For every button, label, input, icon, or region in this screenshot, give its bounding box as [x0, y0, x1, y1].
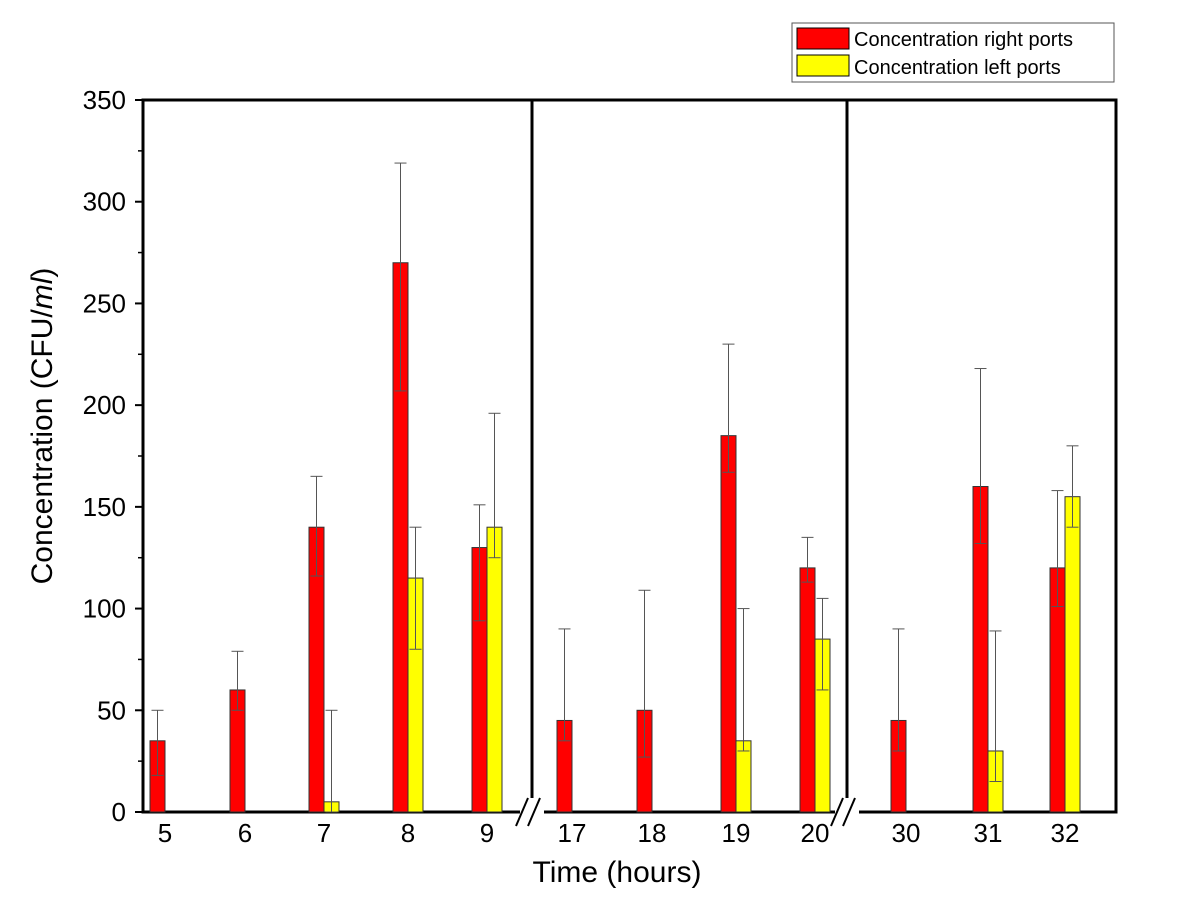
- error-bar-right-ports-7: [310, 475, 323, 577]
- axis-break-mark-1: [515, 797, 544, 827]
- error-bar-right-ports-19: [722, 343, 735, 473]
- y-tick-label-150: 150: [83, 492, 126, 522]
- error-bar-right-ports-9: [473, 504, 486, 622]
- bar-right-ports-20: [799, 567, 816, 813]
- error-bars: [151, 162, 1079, 813]
- error-bar-left-ports-7: [325, 709, 338, 813]
- error-bar-right-ports-17: [558, 628, 571, 742]
- error-bar-right-ports-6: [231, 650, 244, 711]
- y-tick-label-200: 200: [83, 390, 126, 420]
- y-axis: 0 50 100 150 200 250 300 350: [83, 85, 143, 827]
- bars: [149, 262, 1081, 813]
- x-axis-title: Time (hours): [533, 856, 702, 889]
- y-tick-label-100: 100: [83, 594, 126, 624]
- error-bar-right-ports-5: [151, 709, 164, 776]
- y-tick-label-300: 300: [83, 187, 126, 217]
- error-bar-right-ports-18: [638, 589, 651, 758]
- y-axis-title-main: Concentration (CFU/: [26, 309, 59, 585]
- legend-label-right-ports: Concentration right ports: [854, 29, 1073, 51]
- x-tick-label-6: 6: [238, 818, 252, 848]
- error-bar-right-ports-32: [1051, 490, 1064, 608]
- y-axis-title-unit: ml: [26, 276, 59, 309]
- x-tick-label-5: 5: [158, 818, 172, 848]
- x-tick-label-31: 31: [974, 818, 1003, 848]
- y-axis-title-close: ): [26, 268, 59, 278]
- plot-panels: [141, 98, 1118, 814]
- x-tick-label-9: 9: [480, 818, 494, 848]
- error-bar-right-ports-20: [801, 536, 814, 583]
- bar-left-ports-32: [1064, 496, 1081, 813]
- error-bar-left-ports-9: [488, 412, 501, 559]
- axis-break-mark-2: [830, 797, 859, 827]
- error-bar-left-ports-32: [1066, 445, 1079, 528]
- legend-swatch-left-ports: [796, 54, 850, 77]
- legend-label-left-ports: Concentration left ports: [854, 57, 1061, 79]
- legend: Concentration right ports Concentration …: [791, 22, 1115, 83]
- legend-swatch-right-ports: [796, 27, 850, 50]
- y-tick-label-350: 350: [83, 85, 126, 115]
- x-axis: 5 6 7 8 9 17 18 19 20 30 31 32: [158, 797, 1080, 848]
- error-bar-left-ports-8: [409, 526, 422, 650]
- x-tick-label-18: 18: [638, 818, 667, 848]
- x-tick-label-8: 8: [401, 818, 415, 848]
- error-bar-left-ports-19: [737, 608, 750, 752]
- error-bar-right-ports-30: [892, 628, 905, 752]
- x-tick-label-7: 7: [317, 818, 331, 848]
- bar-left-ports-19: [735, 740, 752, 813]
- bar-right-ports-19: [720, 435, 737, 813]
- bar-left-ports-9: [486, 526, 503, 813]
- y-tick-label-0: 0: [112, 797, 126, 827]
- y-axis-title: Concentration (CFU/ml): [26, 268, 59, 585]
- error-bar-left-ports-20: [816, 597, 829, 691]
- y-tick-label-50: 50: [97, 695, 126, 725]
- error-bar-right-ports-8: [394, 162, 407, 392]
- error-bar-left-ports-31: [989, 630, 1002, 782]
- x-tick-label-32: 32: [1051, 818, 1080, 848]
- x-tick-label-20: 20: [801, 818, 830, 848]
- x-tick-label-17: 17: [558, 818, 587, 848]
- x-tick-label-19: 19: [722, 818, 751, 848]
- x-tick-label-30: 30: [892, 818, 921, 848]
- error-bar-right-ports-31: [974, 368, 987, 544]
- y-tick-label-250: 250: [83, 288, 126, 318]
